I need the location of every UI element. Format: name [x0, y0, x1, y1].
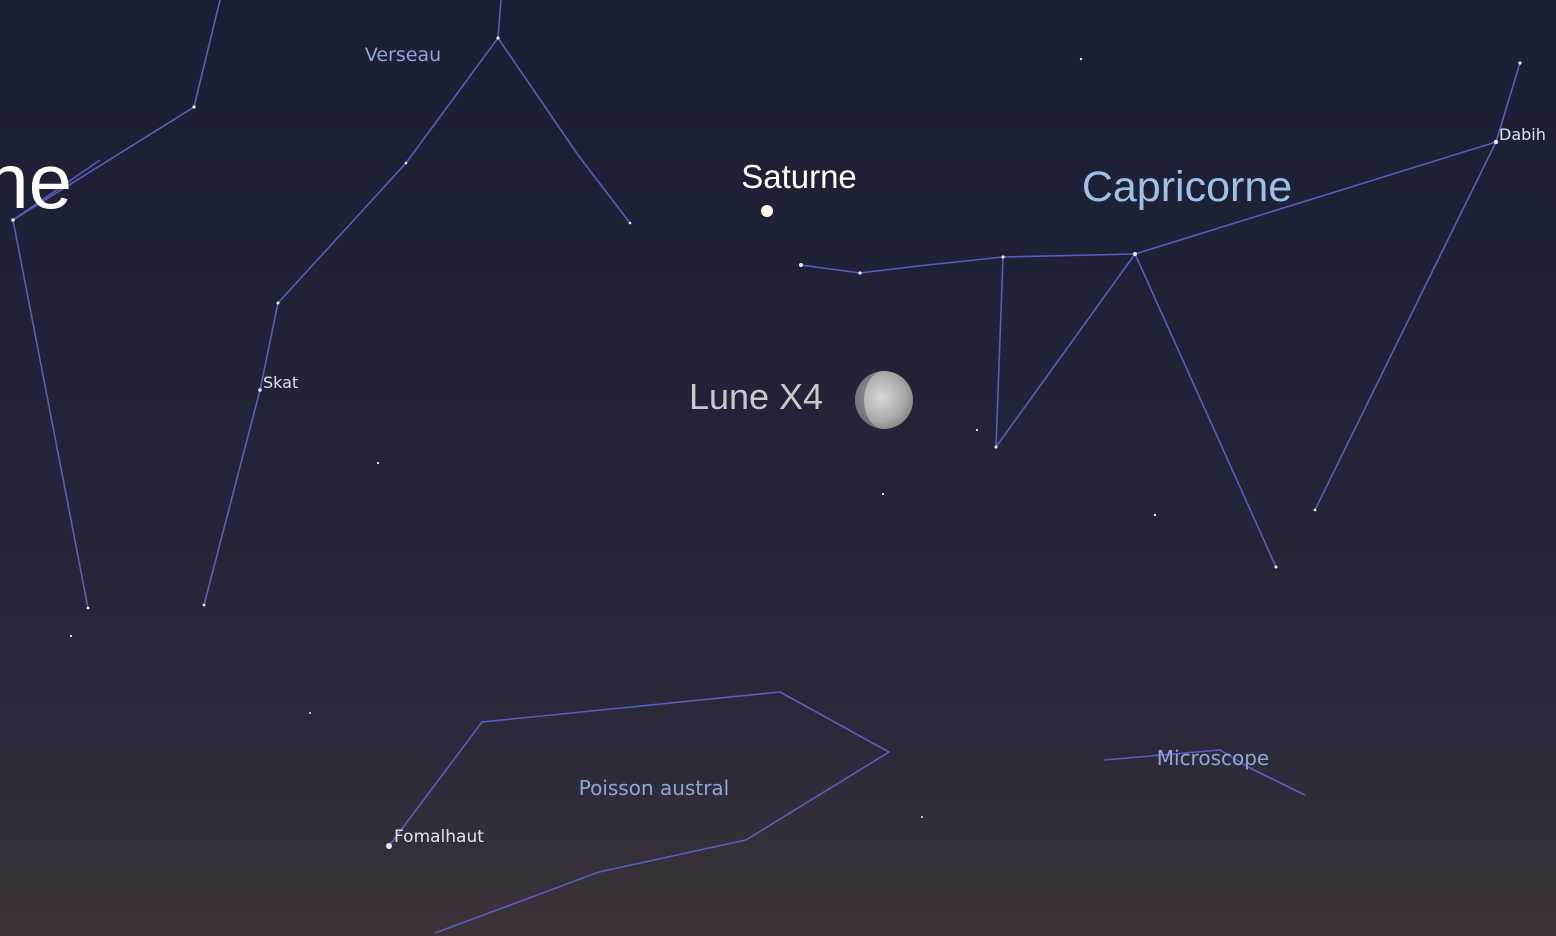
moon-label: Lune X4	[689, 376, 823, 417]
star	[629, 222, 632, 225]
star	[1133, 252, 1137, 256]
star	[1494, 140, 1498, 144]
star	[192, 105, 195, 108]
star	[277, 302, 280, 305]
star	[1080, 58, 1082, 60]
star	[1314, 509, 1317, 512]
background	[0, 0, 1556, 936]
star	[405, 162, 408, 165]
star-label: Skat	[263, 373, 298, 392]
star	[309, 712, 311, 714]
star	[70, 635, 72, 637]
star	[882, 493, 884, 495]
star	[976, 429, 978, 431]
star	[858, 271, 861, 274]
star	[203, 604, 206, 607]
star-label: Dabih	[1499, 125, 1546, 144]
star	[258, 388, 262, 392]
star	[1518, 61, 1521, 64]
star	[496, 36, 499, 39]
star	[386, 843, 392, 849]
constellation-label: Verseau	[365, 44, 441, 66]
star	[995, 446, 998, 449]
star	[1154, 514, 1156, 516]
star	[377, 462, 379, 464]
partial-title: ne	[0, 137, 72, 225]
constellation-label: Microscope	[1157, 746, 1269, 770]
star	[1001, 255, 1004, 258]
constellation-label: Poisson austral	[579, 776, 729, 800]
star	[799, 263, 803, 267]
constellation-label: Capricorne	[1082, 163, 1292, 211]
star	[87, 607, 90, 610]
sky-map: ne Verseau Saturne Capricorne Dabih Skat…	[0, 0, 1556, 936]
planet-label: Saturne	[741, 158, 857, 195]
star	[1275, 566, 1278, 569]
star-label: Fomalhaut	[394, 827, 484, 847]
saturn-planet	[761, 205, 773, 217]
star	[921, 816, 923, 818]
